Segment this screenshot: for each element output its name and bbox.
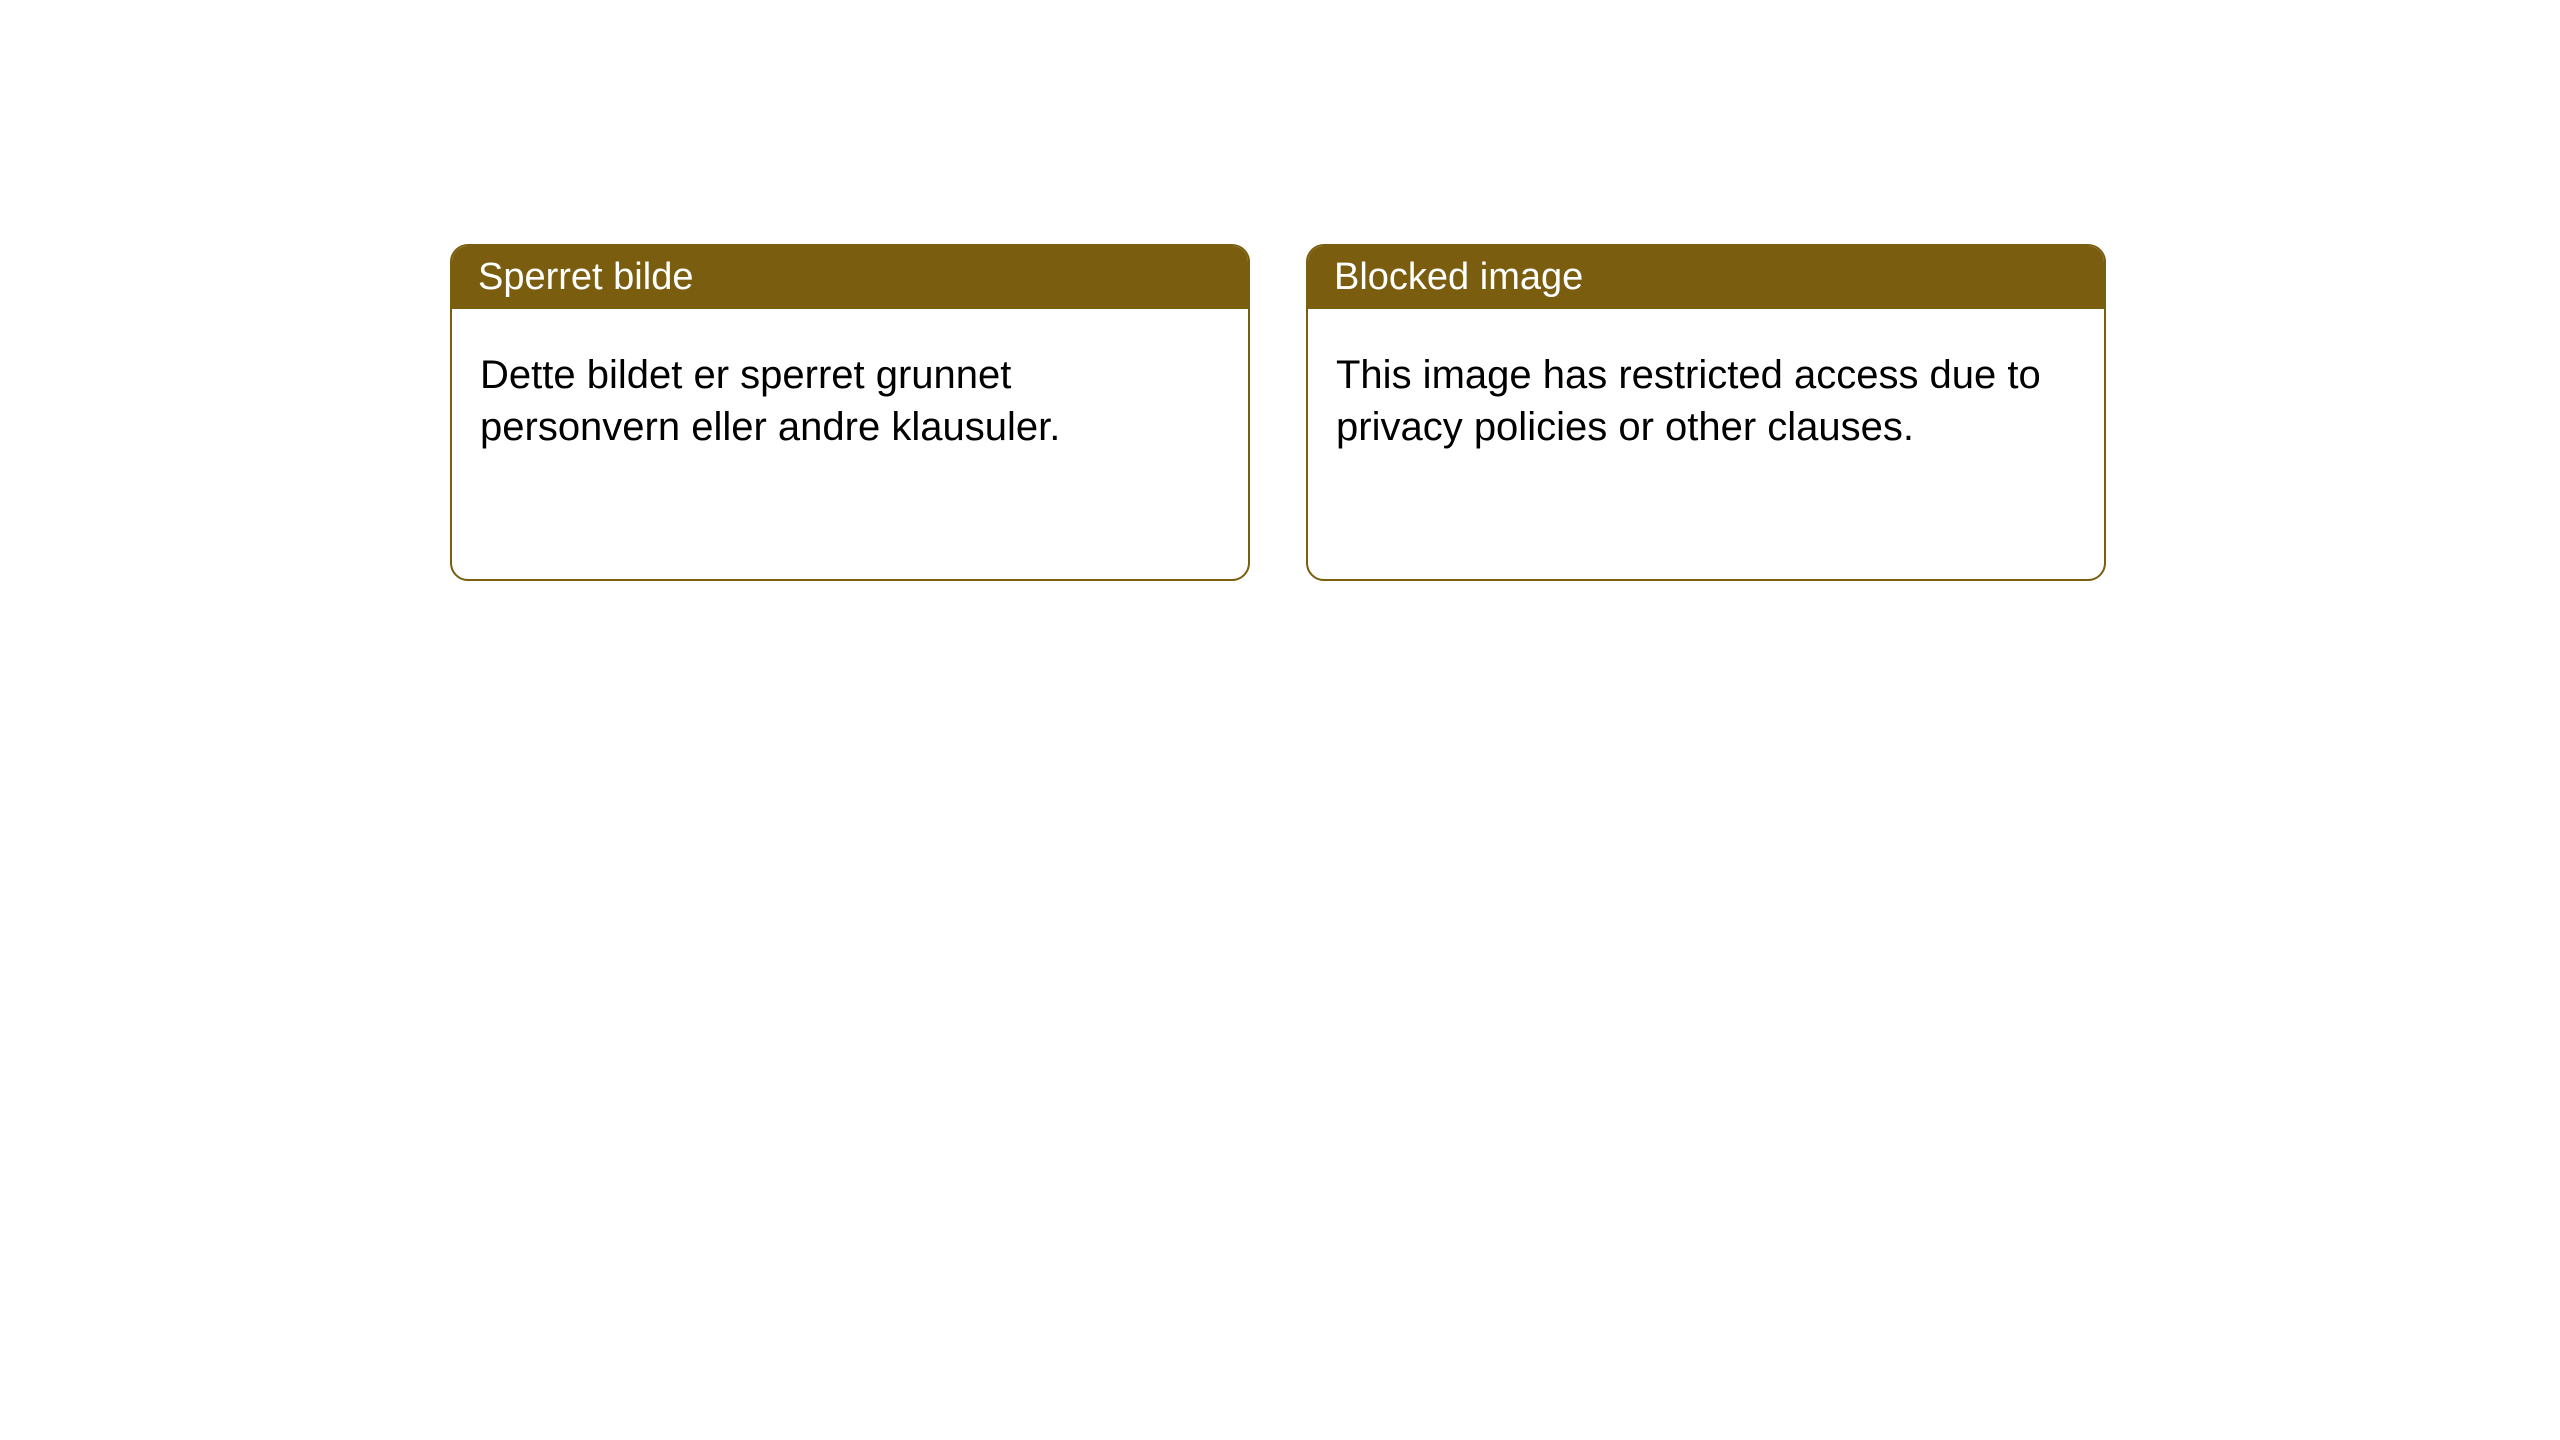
card-message: This image has restricted access due to … [1336,353,2041,449]
notice-card-english: Blocked image This image has restricted … [1306,244,2106,581]
card-header: Blocked image [1308,246,2104,309]
card-body: Dette bildet er sperret grunnet personve… [452,309,1248,579]
notice-card-norwegian: Sperret bilde Dette bildet er sperret gr… [450,244,1250,581]
card-header: Sperret bilde [452,246,1248,309]
card-title: Sperret bilde [478,256,693,298]
card-title: Blocked image [1334,256,1583,298]
card-message: Dette bildet er sperret grunnet personve… [480,353,1060,449]
notice-container: Sperret bilde Dette bildet er sperret gr… [0,0,2560,581]
card-body: This image has restricted access due to … [1308,309,2104,579]
